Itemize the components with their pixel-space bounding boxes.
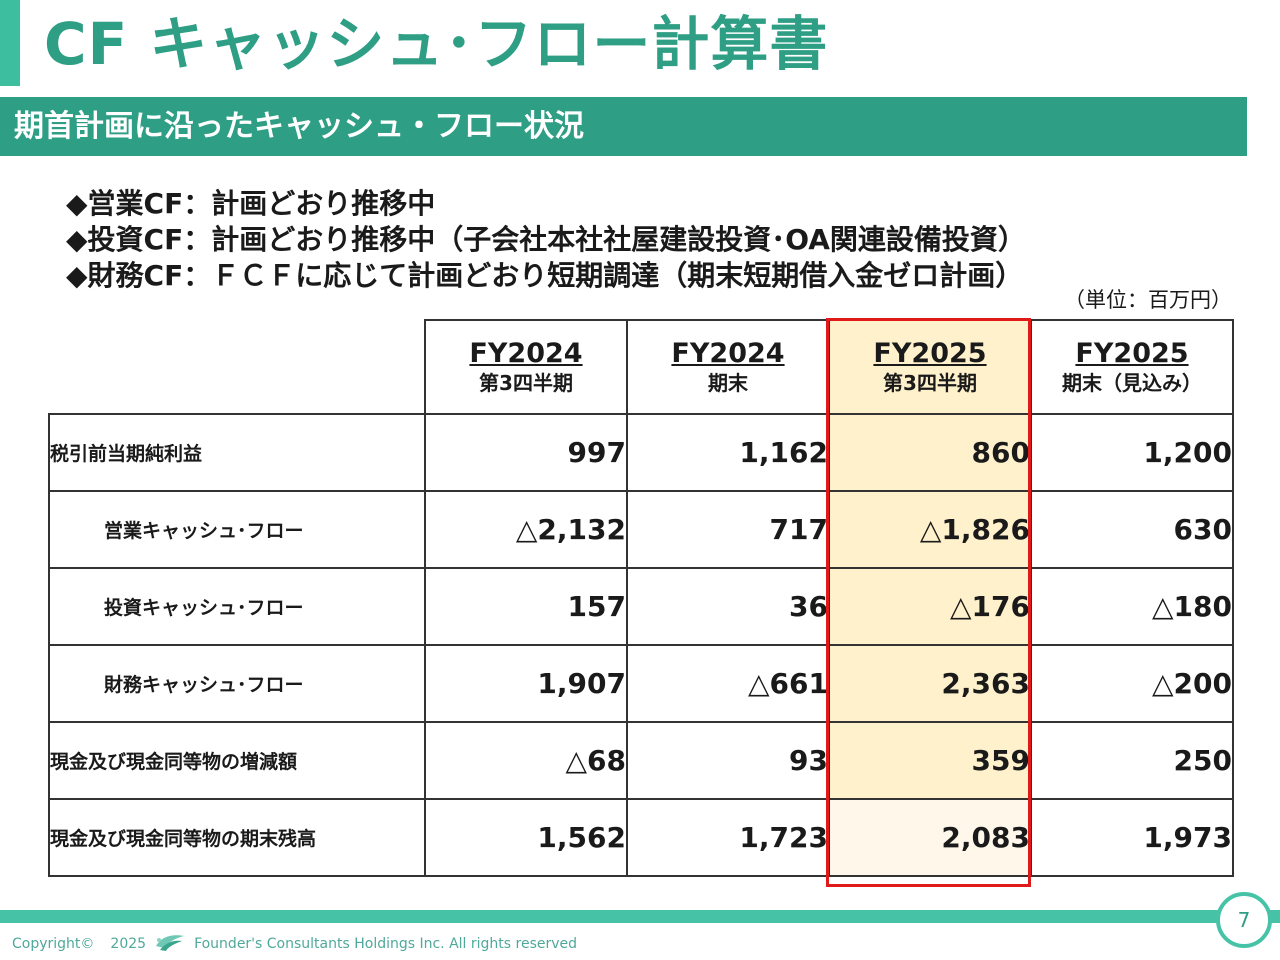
column-header-period: 期末 [708, 371, 748, 395]
table-cell: 1,162 [626, 413, 830, 492]
bullet-investing-cf: ◆投資CF：計画どおり推移中（子会社本社社屋建設投資･OA関連設備投資） [66, 223, 1026, 256]
table-cell: 1,200 [1030, 413, 1234, 492]
bullet-financing-cf: ◆財務CF：ＦＣＦに応じて計画どおり短期調達（期末短期借入金ゼロ計画） [66, 259, 1024, 292]
unit-note: （単位：百万円） [1064, 288, 1232, 312]
table-cell: 157 [424, 567, 628, 646]
table-cell-highlighted: △176 [828, 567, 1032, 646]
table-row: 現金及び現金同等物の増減額 △68 93 359 250 [48, 721, 1234, 800]
page-number: 7 [1216, 892, 1272, 948]
column-header: FY2025 期末（見込み） [1030, 319, 1234, 415]
table-cell: 630 [1030, 490, 1234, 569]
table-row: 営業キャッシュ･フロー △2,132 717 △1,826 630 [48, 490, 1234, 569]
row-label: 現金及び現金同等物の増減額 [48, 721, 426, 800]
table-cell-highlighted: 359 [828, 721, 1032, 800]
row-label: 営業キャッシュ･フロー [48, 490, 426, 569]
column-header-highlighted: FY2025 第3四半期 [828, 319, 1032, 415]
table-cell: 93 [626, 721, 830, 800]
table-cell: △180 [1030, 567, 1234, 646]
table-row: 現金及び現金同等物の期末残高 1,562 1,723 2,083 1,973 [48, 798, 1234, 877]
table-cell-highlighted: △1,826 [828, 490, 1032, 569]
table-cell: 1,907 [424, 644, 628, 723]
cash-flow-table: FY2024 第3四半期 FY2024 期末 FY2025 第3四半期 FY20… [48, 319, 1234, 877]
column-header: FY2024 第3四半期 [424, 319, 628, 415]
bullet-list: ◆営業CF：計画どおり推移中 ◆投資CF：計画どおり推移中（子会社本社社屋建設投… [66, 186, 1026, 294]
table-cell: 1,973 [1030, 798, 1234, 877]
company-logo-icon [154, 932, 186, 956]
footer-band [0, 910, 1280, 923]
table-cell: 1,562 [424, 798, 628, 877]
table-header-row: FY2024 第3四半期 FY2024 期末 FY2025 第3四半期 FY20… [49, 319, 1234, 415]
row-label: 現金及び現金同等物の期末残高 [48, 798, 426, 877]
table-cell-highlighted: 860 [828, 413, 1032, 492]
table-cell-highlighted: 2,083 [828, 798, 1032, 877]
column-header-year: FY2025 [1075, 338, 1189, 369]
column-header-period: 第3四半期 [883, 371, 977, 395]
footer-copyright: Copyright© 2025 Founder's Consultants Ho… [12, 932, 577, 956]
row-label: 財務キャッシュ･フロー [48, 644, 426, 723]
table-cell: 1,723 [626, 798, 830, 877]
column-header-year: FY2025 [873, 338, 987, 369]
column-header-period: 第3四半期 [479, 371, 573, 395]
title-accent-bar [0, 0, 20, 86]
column-header-year: FY2024 [469, 338, 583, 369]
table-row: 投資キャッシュ･フロー 157 36 △176 △180 [48, 567, 1234, 646]
table-cell: △661 [626, 644, 830, 723]
table-cell: 36 [626, 567, 830, 646]
table-cell: △2,132 [424, 490, 628, 569]
page-title: CF キャッシュ･フロー計算書 [44, 10, 829, 78]
table-cell: 717 [626, 490, 830, 569]
table-corner-cell [49, 320, 426, 415]
company-name: Founder's Consultants Holdings Inc. All … [194, 936, 578, 952]
bullet-operating-cf: ◆営業CF：計画どおり推移中 [66, 187, 436, 220]
column-header-period: 期末（見込み） [1062, 371, 1202, 395]
table-cell: 250 [1030, 721, 1234, 800]
table-cell: △200 [1030, 644, 1234, 723]
copyright-year: 2025 [110, 936, 147, 952]
table-row: 財務キャッシュ･フロー 1,907 △661 2,363 △200 [48, 644, 1234, 723]
column-header: FY2024 期末 [626, 319, 830, 415]
table-cell: △68 [424, 721, 628, 800]
table-row: 税引前当期純利益 997 1,162 860 1,200 [48, 413, 1234, 492]
table-cell-highlighted: 2,363 [828, 644, 1032, 723]
column-header-year: FY2024 [671, 338, 785, 369]
table-cell: 997 [424, 413, 628, 492]
subtitle-text: 期首計画に沿ったキャッシュ・フロー状況 [14, 109, 584, 144]
subtitle-band: 期首計画に沿ったキャッシュ・フロー状況 [0, 97, 1247, 156]
copyright-label: Copyright© [12, 936, 95, 952]
row-label: 税引前当期純利益 [48, 413, 426, 492]
row-label: 投資キャッシュ･フロー [48, 567, 426, 646]
